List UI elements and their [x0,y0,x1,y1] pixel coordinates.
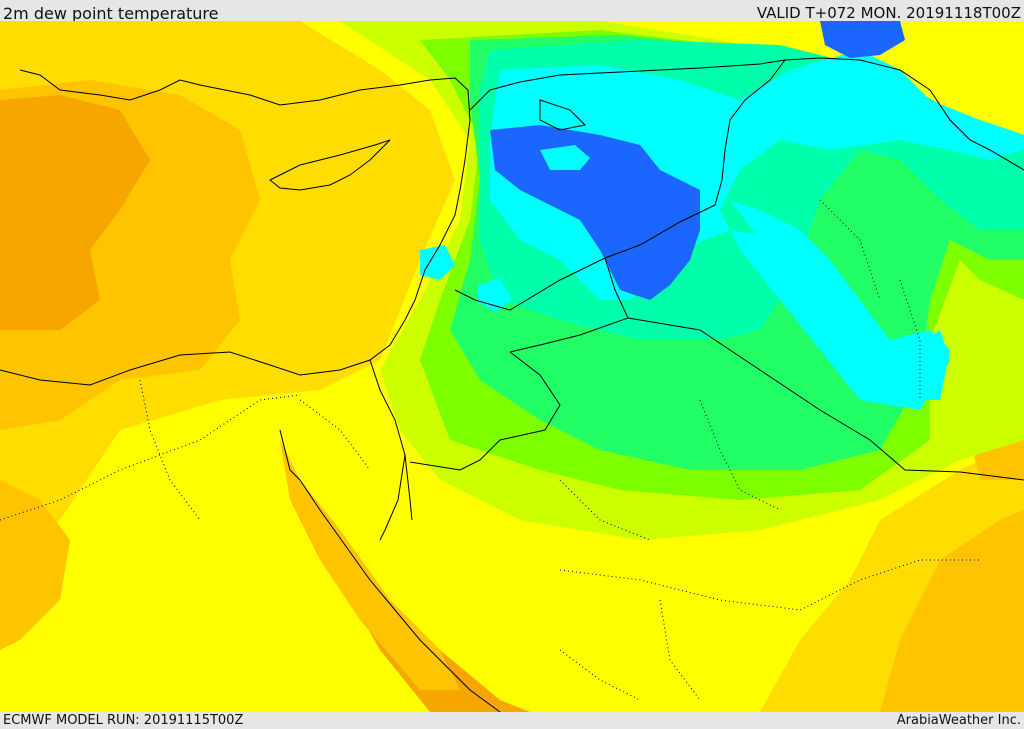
field-red-sea-gold [280,440,460,690]
credit-text: ArabiaWeather Inc. [896,713,1021,728]
field-lebanon-cyan [420,245,455,280]
footer-bar: ECMWF MODEL RUN: 20191115T00Z ArabiaWeat… [0,712,1024,729]
coastlines [0,69,587,712]
borders [409,57,1024,481]
dew-point-map[interactable] [0,21,1024,712]
header-bar: 2m dew point temperature VALID T+072 MON… [0,0,1024,23]
model-run: ECMWF MODEL RUN: 20191115T00Z [3,713,244,728]
field-cyan-east [730,200,950,400]
map-title: 2m dew point temperature [3,4,219,23]
field-arabia-orange [880,510,1024,712]
field-west-dark [0,95,150,330]
field-blue-syria [490,125,700,300]
field-cyan [490,50,1024,410]
field-libya-orange [0,480,70,650]
admin-boundaries [0,199,980,701]
field-cyan-hole [540,145,590,170]
valid-time: VALID T+072 MON. 20191118T00Z [756,4,1021,22]
field-blue-turkey [820,21,905,58]
